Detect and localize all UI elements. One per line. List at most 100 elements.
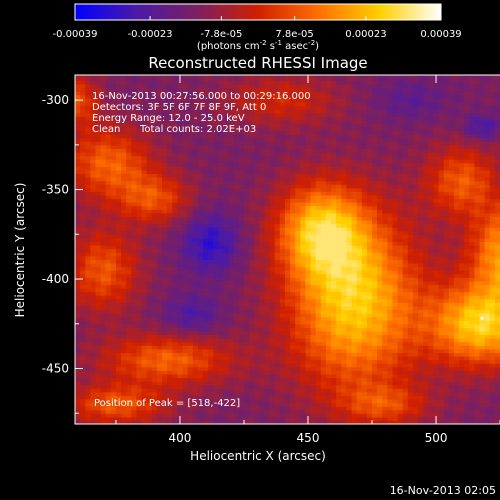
heatmap-cell	[141, 420, 148, 424]
heatmap-cell	[223, 87, 230, 92]
heatmap-cell	[279, 202, 286, 207]
heatmap-cell	[233, 87, 240, 92]
heatmap-cell	[131, 101, 138, 107]
heatmap-cell	[274, 98, 281, 103]
heatmap-cell	[218, 377, 225, 382]
heatmap-cell	[110, 105, 117, 110]
heatmap-cell	[243, 126, 250, 132]
heatmap-cell	[269, 373, 276, 379]
heatmap-cell	[264, 305, 271, 311]
heatmap-cell	[259, 80, 266, 85]
heatmap-cell	[172, 209, 179, 214]
heatmap-cell	[141, 391, 148, 396]
heatmap-cell	[146, 191, 153, 196]
heatmap-cell	[115, 280, 122, 285]
heatmap-cell	[172, 109, 179, 114]
heatmap-cell	[208, 119, 214, 124]
heatmap-cell	[121, 155, 127, 160]
heatmap-cell	[100, 159, 107, 164]
heatmap-cell	[310, 173, 317, 178]
heatmap-cell	[167, 355, 173, 361]
heatmap-cell	[187, 252, 194, 257]
heatmap-cell	[325, 266, 332, 271]
heatmap-cell	[223, 409, 230, 414]
heatmap-cell	[95, 119, 102, 124]
heatmap-cell	[177, 406, 184, 411]
heatmap-cell	[274, 373, 281, 379]
heatmap-cell	[208, 334, 214, 339]
heatmap-cell	[284, 377, 291, 382]
heatmap-cell	[264, 162, 271, 167]
heatmap-cell	[75, 262, 81, 268]
heatmap-cell	[203, 413, 209, 418]
heatmap-cell	[233, 101, 240, 107]
heatmap-cell	[310, 363, 317, 368]
heatmap-cell	[269, 280, 276, 285]
heatmap-cell	[80, 151, 86, 157]
heatmap-cell	[284, 241, 291, 246]
heatmap-cell	[177, 159, 184, 164]
heatmap-cell	[182, 209, 189, 214]
heatmap-cell	[131, 144, 138, 149]
heatmap-cell	[331, 338, 337, 343]
heatmap-cell	[320, 87, 327, 92]
heatmap-cell	[305, 352, 312, 357]
heatmap-cell	[177, 370, 184, 375]
heatmap-cell	[290, 420, 296, 424]
heatmap-cell	[177, 252, 184, 257]
heatmap-cell	[126, 330, 132, 336]
heatmap-cell	[249, 144, 255, 149]
heatmap-cell	[233, 148, 240, 153]
heatmap-cell	[243, 391, 250, 396]
heatmap-cell	[325, 252, 332, 257]
heatmap-cell	[259, 363, 266, 368]
heatmap-cell	[264, 101, 271, 107]
heatmap-cell	[320, 180, 327, 185]
heatmap-cell	[284, 291, 291, 296]
heatmap-cell	[156, 295, 163, 300]
heatmap-cell	[167, 305, 173, 311]
heatmap-cell	[218, 245, 225, 250]
heatmap-cell	[238, 76, 245, 81]
heatmap-cell	[264, 262, 271, 268]
heatmap-cell	[264, 212, 271, 217]
heatmap-cell	[300, 212, 307, 217]
heatmap-cell	[136, 101, 143, 107]
heatmap-cell	[151, 323, 158, 328]
heatmap-cell	[264, 194, 271, 200]
heatmap-cell	[151, 187, 158, 192]
heatmap-cell	[100, 406, 107, 411]
heatmap-cell	[320, 345, 327, 350]
heatmap-cell	[136, 381, 143, 386]
heatmap-cell	[156, 209, 163, 214]
heatmap-cell	[310, 130, 317, 135]
heatmap-cell	[243, 187, 250, 192]
heatmap-cell	[162, 384, 168, 389]
heatmap-cell	[305, 216, 312, 221]
heatmap-cell	[238, 352, 245, 357]
heatmap-cell	[228, 255, 235, 260]
heatmap-cell	[115, 234, 122, 239]
heatmap-cell	[233, 377, 240, 382]
heatmap-cell	[182, 330, 189, 336]
heatmap-cell	[279, 384, 286, 389]
heatmap-cell	[305, 366, 312, 371]
heatmap-cell	[197, 241, 204, 246]
heatmap-cell	[228, 94, 235, 99]
heatmap-cell	[218, 384, 225, 389]
heatmap-cell	[238, 416, 245, 422]
heatmap-cell	[85, 191, 91, 196]
heatmap-cell	[320, 76, 327, 81]
heatmap-cell	[213, 409, 219, 414]
heatmap-cell	[264, 388, 271, 393]
heatmap-cell	[162, 255, 168, 260]
heatmap-cell	[100, 273, 107, 278]
heatmap-cell	[254, 227, 260, 232]
heatmap-cell	[121, 298, 127, 303]
heatmap-cell	[75, 144, 81, 149]
heatmap-cell	[146, 141, 153, 146]
heatmap-cell	[80, 159, 86, 164]
heatmap-cell	[126, 313, 132, 318]
heatmap-cell	[279, 323, 286, 328]
heatmap-cell	[100, 230, 107, 235]
